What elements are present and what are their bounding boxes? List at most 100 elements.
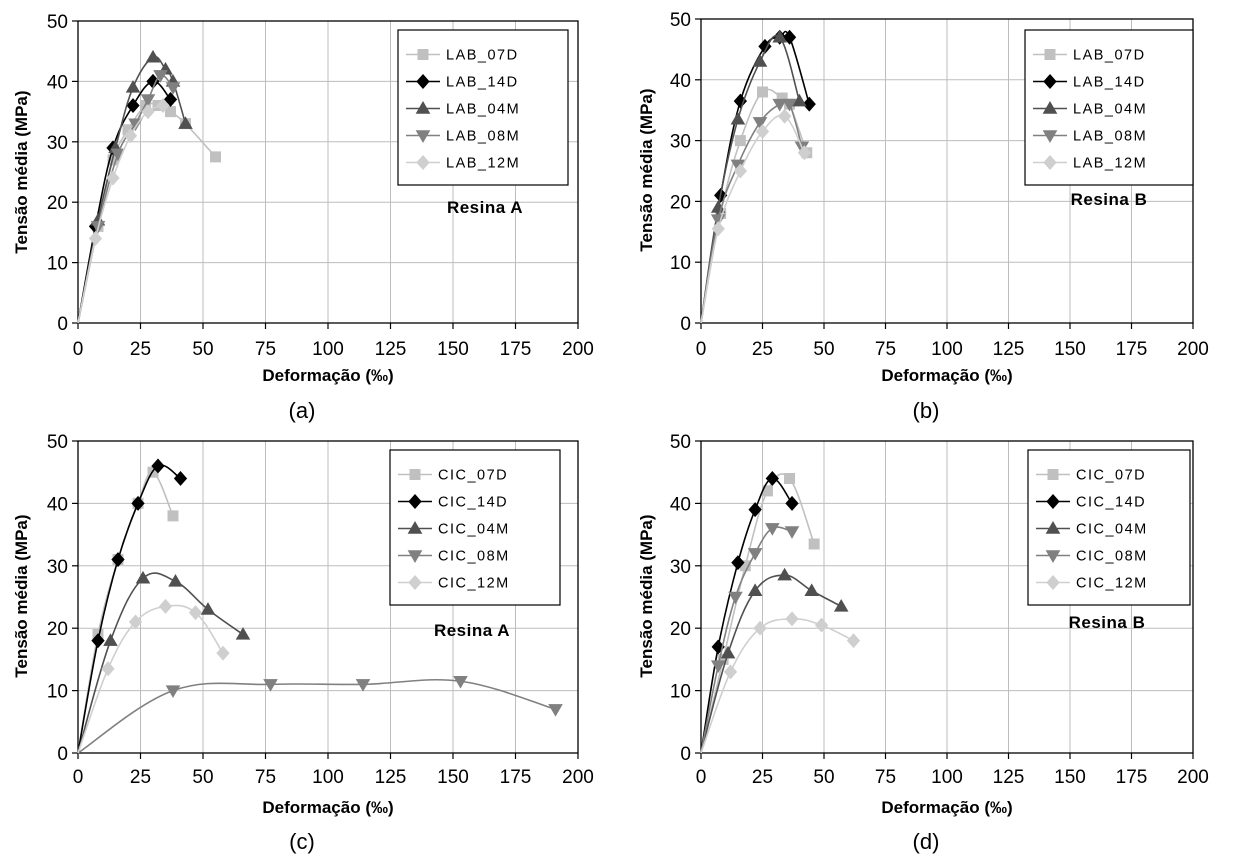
data-point — [106, 170, 120, 186]
series-CIC_04M — [700, 567, 849, 754]
resin-annotation: Resina A — [447, 198, 523, 217]
legend-marker — [415, 101, 431, 114]
x-tick-label: 200 — [562, 339, 594, 360]
data-point — [733, 163, 748, 179]
data-point — [772, 29, 787, 43]
series-CIC_14D — [700, 470, 799, 754]
legend-item: CIC_08M — [1036, 549, 1146, 565]
data-point — [846, 633, 861, 649]
data-point — [752, 117, 768, 130]
legend-item: LAB_07D — [1033, 48, 1146, 64]
legend-item: CIC_14D — [1036, 493, 1145, 511]
x-tick-label: 0 — [696, 767, 707, 788]
data-point — [723, 664, 738, 680]
data-point — [772, 98, 787, 112]
y-tick-label: 20 — [47, 619, 68, 640]
series-CIC_08M — [700, 523, 800, 754]
resin-annotation: Resina A — [434, 621, 510, 640]
legend-marker — [1045, 550, 1061, 563]
series-CIC_12M — [77, 598, 230, 754]
series-CIC_07D — [700, 472, 820, 754]
data-point — [808, 538, 820, 550]
y-tick-label: 0 — [57, 744, 68, 765]
series-line — [700, 473, 815, 754]
data-point — [126, 98, 140, 114]
legend-item: CIC_08M — [398, 549, 510, 565]
data-point — [720, 645, 736, 659]
series-line — [77, 678, 556, 754]
y-axis-label: Tensão média (MPa) — [637, 88, 656, 251]
x-tick-label: 175 — [500, 339, 532, 360]
data-point — [103, 633, 118, 646]
legend-item: CIC_07D — [398, 468, 507, 484]
data-point — [88, 230, 103, 246]
legend-marker — [407, 521, 423, 534]
legend-item: CIC_04M — [398, 521, 508, 538]
data-point — [131, 495, 145, 511]
data-point — [765, 523, 780, 536]
y-axis-label: Tensão média (MPa) — [637, 514, 656, 677]
y-tick-label: 30 — [47, 133, 68, 154]
x-axis-label: Deformação (‰) — [881, 798, 1012, 817]
data-point — [165, 685, 181, 698]
legend-marker — [1046, 574, 1060, 591]
data-point — [814, 617, 829, 633]
x-tick-label: 150 — [1054, 767, 1086, 788]
legend-marker — [415, 130, 431, 143]
y-tick-label: 50 — [670, 10, 691, 31]
y-tick-label: 20 — [47, 193, 68, 214]
legend-item: LAB_04M — [406, 101, 520, 118]
legend-marker — [416, 154, 430, 171]
data-point — [156, 98, 170, 114]
x-tick-label: 100 — [312, 339, 344, 360]
x-tick-label: 25 — [130, 767, 151, 788]
legend-marker — [408, 493, 422, 510]
data-point — [125, 80, 141, 93]
panel-label: (c) — [289, 829, 315, 854]
legend-label: CIC_08M — [438, 549, 510, 565]
x-tick-label: 50 — [813, 767, 834, 788]
legend-label: CIC_07D — [1076, 468, 1146, 484]
x-tick-label: 75 — [255, 767, 276, 788]
y-tick-label: 10 — [670, 682, 691, 703]
legend-marker — [417, 49, 429, 60]
legend-marker — [409, 469, 421, 480]
data-point — [235, 627, 251, 640]
series-line — [77, 572, 244, 754]
x-tick-label: 125 — [375, 767, 407, 788]
data-point — [755, 124, 770, 139]
data-point — [548, 704, 563, 717]
x-tick-label: 50 — [192, 339, 213, 360]
legend-item: CIC_12M — [398, 574, 508, 592]
data-point — [802, 96, 816, 112]
x-tick-label: 100 — [931, 767, 963, 788]
data-point — [355, 679, 371, 692]
series-LAB_12M — [700, 108, 811, 324]
data-point — [453, 676, 468, 689]
legend-label: LAB_07D — [1073, 48, 1146, 64]
resin-annotation: Resina B — [1069, 613, 1146, 632]
y-axis-label: Tensão média (MPa) — [12, 90, 31, 253]
x-tick-label: 200 — [1177, 339, 1209, 360]
legend-marker — [1047, 469, 1059, 480]
data-point — [128, 614, 143, 630]
x-tick-label: 25 — [752, 339, 773, 360]
data-point — [731, 555, 745, 571]
y-tick-label: 40 — [47, 72, 68, 93]
series-LAB_04M — [77, 49, 193, 324]
data-point — [747, 548, 763, 561]
panel-label: (d) — [913, 829, 940, 854]
data-point — [153, 70, 168, 83]
data-point — [797, 145, 811, 161]
legend-label: CIC_04M — [1076, 522, 1148, 538]
series-line — [700, 34, 801, 324]
data-point — [734, 135, 746, 147]
legend-label: LAB_04M — [446, 102, 520, 118]
legend-item: LAB_07D — [406, 48, 517, 64]
x-axis-label: Deformação (‰) — [262, 798, 393, 817]
data-point — [833, 599, 849, 612]
y-axis-label: Tensão média (MPa) — [12, 514, 31, 677]
data-point — [765, 470, 779, 486]
series-line — [77, 104, 164, 324]
